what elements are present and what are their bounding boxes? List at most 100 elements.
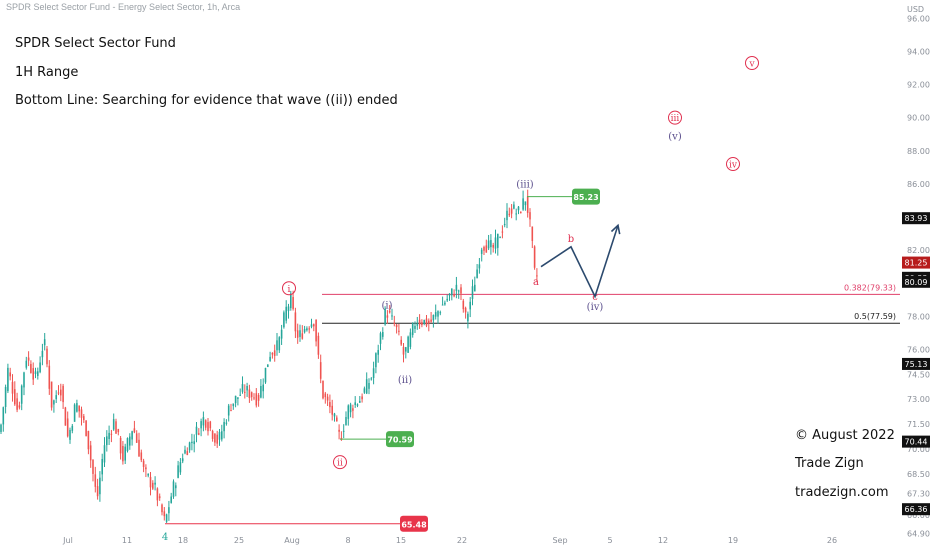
wave-label: (iii) <box>516 179 533 190</box>
candle-body <box>405 347 407 352</box>
candle-body <box>73 404 76 422</box>
candle-body <box>501 231 504 233</box>
wave-label: (ii) <box>398 375 412 386</box>
candle-body <box>25 360 28 368</box>
candle-body <box>407 336 409 353</box>
candle-body <box>142 460 145 467</box>
wave-label: i <box>288 285 291 295</box>
candle-body <box>163 511 166 517</box>
axis-marker-label: 80.09 <box>905 278 928 287</box>
candle-body <box>432 314 435 321</box>
candle-body <box>66 418 69 437</box>
candle-body <box>338 429 340 432</box>
candle-body <box>287 306 290 312</box>
candle-body <box>92 459 94 474</box>
candle-body <box>188 442 191 451</box>
candle-body <box>331 405 333 415</box>
candle-body <box>230 410 232 412</box>
candle-body <box>37 371 39 376</box>
candle-body <box>158 496 161 499</box>
candle-body <box>333 413 336 417</box>
axis-marker-box <box>902 275 930 288</box>
price-axis[interactable]: USD96.0094.0092.0090.0088.0086.0084.0082… <box>902 5 930 538</box>
candle-body <box>140 452 143 461</box>
credit-site: tradezign.com <box>795 485 889 500</box>
candle-body <box>409 332 412 347</box>
candle-body <box>191 441 193 444</box>
candle-body <box>467 313 469 322</box>
candle-body <box>365 379 368 394</box>
candle-body <box>147 473 149 476</box>
y-tick-label: 74.50 <box>907 370 930 379</box>
candle-body <box>423 319 425 324</box>
candle-body <box>11 381 14 394</box>
candle-body <box>131 431 133 440</box>
candle-body <box>78 405 80 412</box>
fib-label: 0.5(77.59) <box>854 312 896 321</box>
candle-body <box>207 422 209 432</box>
candle-body <box>469 301 471 310</box>
projection-path <box>540 223 621 299</box>
candle-body <box>198 433 200 435</box>
candle-body <box>448 293 451 296</box>
candle-body <box>41 350 44 358</box>
candle-body <box>503 223 506 226</box>
candle-body <box>388 310 391 313</box>
candle-body <box>239 394 241 396</box>
candle-body <box>494 237 497 249</box>
candle-body <box>276 340 278 351</box>
candle-body <box>71 425 74 431</box>
candle-body <box>200 421 202 429</box>
candle-body <box>269 356 271 361</box>
y-tick-label: 73.00 <box>907 395 930 404</box>
candle-body <box>60 389 62 396</box>
y-tick-label: 86.00 <box>907 180 930 189</box>
candle-body <box>27 357 30 361</box>
candle-body <box>522 198 524 210</box>
x-tick-label: 25 <box>234 536 244 545</box>
candle-body <box>384 308 386 325</box>
candle-body <box>487 240 490 249</box>
candle-body <box>308 328 310 330</box>
candle-body <box>483 246 485 251</box>
candle-body <box>451 288 453 296</box>
candle-body <box>278 337 281 351</box>
candle-body <box>152 482 154 489</box>
candle-body <box>30 364 32 373</box>
candle-body <box>510 208 513 214</box>
candle-body <box>253 397 255 399</box>
x-tick-label: 11 <box>122 536 132 545</box>
candle-body <box>292 297 294 309</box>
candle-body <box>110 433 113 435</box>
candle-body <box>271 352 274 355</box>
candle-body <box>536 275 538 277</box>
candle-body <box>244 391 246 393</box>
candle-body <box>96 486 99 497</box>
candle-body <box>520 212 522 214</box>
candle-body <box>326 396 329 401</box>
candle-body <box>506 210 508 221</box>
candle-body <box>39 362 41 373</box>
candle-body <box>115 421 117 434</box>
annotation-bottom-line: Bottom Line: Searching for evidence that… <box>15 93 398 108</box>
candle-body <box>478 264 481 269</box>
axis-marker-box <box>902 212 930 225</box>
candle-body <box>303 329 306 333</box>
axis-marker-label: 83.93 <box>905 214 928 223</box>
candle-body <box>425 318 428 326</box>
candle-body <box>395 324 398 328</box>
candle-body <box>241 384 244 392</box>
candle-body <box>296 330 299 338</box>
candle-body <box>441 304 444 306</box>
y-tick-label: 67.30 <box>907 490 930 499</box>
candle-body <box>280 329 283 339</box>
candle-body <box>391 315 393 317</box>
candle-body <box>179 462 182 473</box>
time-axis[interactable]: Jul 11 18 25 Aug 8 15 22 Sep 5 12 19 26 <box>62 536 837 545</box>
candle-body <box>464 307 467 313</box>
y-tick-label: 70.00 <box>907 445 930 454</box>
price-labels: 85.23 70.59 65.48 <box>165 188 600 532</box>
candle-body <box>345 417 347 425</box>
x-tick-label: 15 <box>396 536 406 545</box>
